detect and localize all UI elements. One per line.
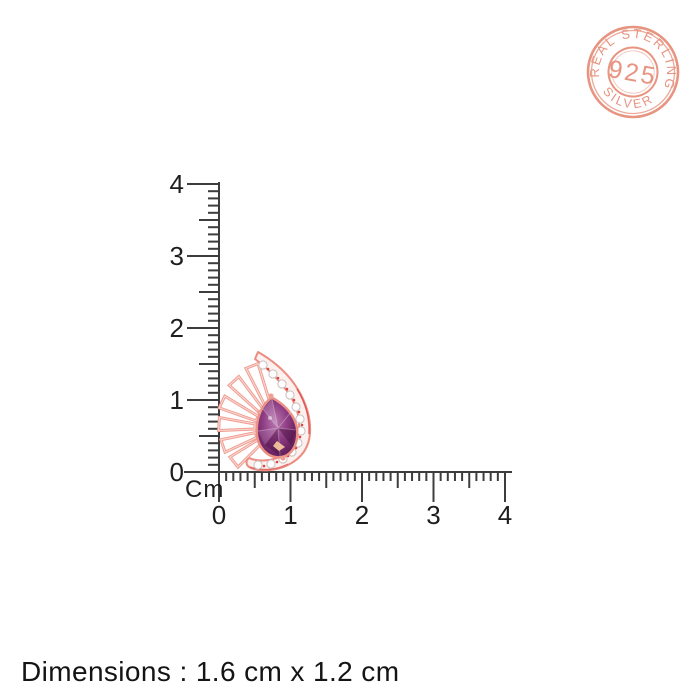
prong-dot: [262, 464, 266, 468]
stone-facets: [257, 398, 297, 457]
stone-peach-highlight: [273, 441, 285, 451]
stamp-outer-ring: [586, 25, 680, 119]
pave-crystal: [268, 369, 278, 379]
band-red-edge: [296, 388, 310, 435]
pave-crystal: [285, 390, 295, 400]
stamp-outer-ring-inner: [590, 29, 676, 115]
horizontal-ruler-labels: 0 1 2 3 4: [212, 500, 512, 530]
purple-stone: [256, 393, 297, 461]
stamp-925-text: 925: [606, 55, 659, 91]
sterling-stamp: REAL STERLING SILVER 925: [585, 19, 687, 119]
vertical-ruler-ticks: [187, 183, 219, 473]
pave-crystal: [266, 459, 276, 469]
pave-crystal: [295, 414, 305, 424]
horizontal-ruler-label: 3: [426, 500, 440, 530]
prong-dot: [275, 460, 279, 464]
prong-dot: [266, 367, 270, 371]
prong-dot: [297, 410, 301, 414]
band-red-edge-bottom: [249, 463, 289, 470]
prong-dot: [300, 423, 304, 427]
vertical-ruler-label: 3: [170, 241, 184, 271]
jewelry-image: [217, 351, 312, 472]
stamp-center-ring: [607, 46, 659, 98]
pave-crystal: [277, 379, 287, 389]
measurement-rulers: 4 3 2 1 0 0 1 2 3 4 Cm: [170, 169, 513, 530]
horizontal-ruler-label: 0: [212, 500, 226, 530]
vertical-ruler-labels: 4 3 2 1 0: [170, 169, 184, 487]
ruler-unit-label: Cm: [185, 476, 224, 503]
prong-dot: [298, 435, 302, 439]
prong-dot: [285, 387, 289, 391]
stone-sparkle: [268, 416, 272, 420]
stone-prong-left: [256, 409, 262, 415]
prong-dot: [292, 398, 296, 402]
horizontal-ruler-ticks: [218, 472, 506, 502]
pave-crystal: [258, 360, 268, 370]
horizontal-ruler-label: 2: [355, 500, 369, 530]
pave-crystal: [253, 460, 263, 470]
stamp-center-ring-inner: [611, 50, 655, 94]
stone-prong-bottom: [280, 455, 286, 461]
prong-dot: [276, 376, 280, 380]
pave-crystal: [291, 402, 301, 412]
pave-crystals: [253, 360, 306, 470]
stone-prong-top: [268, 393, 274, 399]
vertical-ruler-label: 1: [170, 385, 184, 415]
horizontal-ruler-label: 4: [498, 500, 512, 530]
vertical-ruler-label: 0: [170, 457, 184, 487]
dimensions-caption: Dimensions : 1.6 cm x 1.2 cm: [21, 656, 400, 687]
vertical-ruler-label: 2: [170, 313, 184, 343]
horizontal-ruler-label: 1: [283, 500, 297, 530]
vertical-ruler-label: 4: [170, 169, 184, 199]
